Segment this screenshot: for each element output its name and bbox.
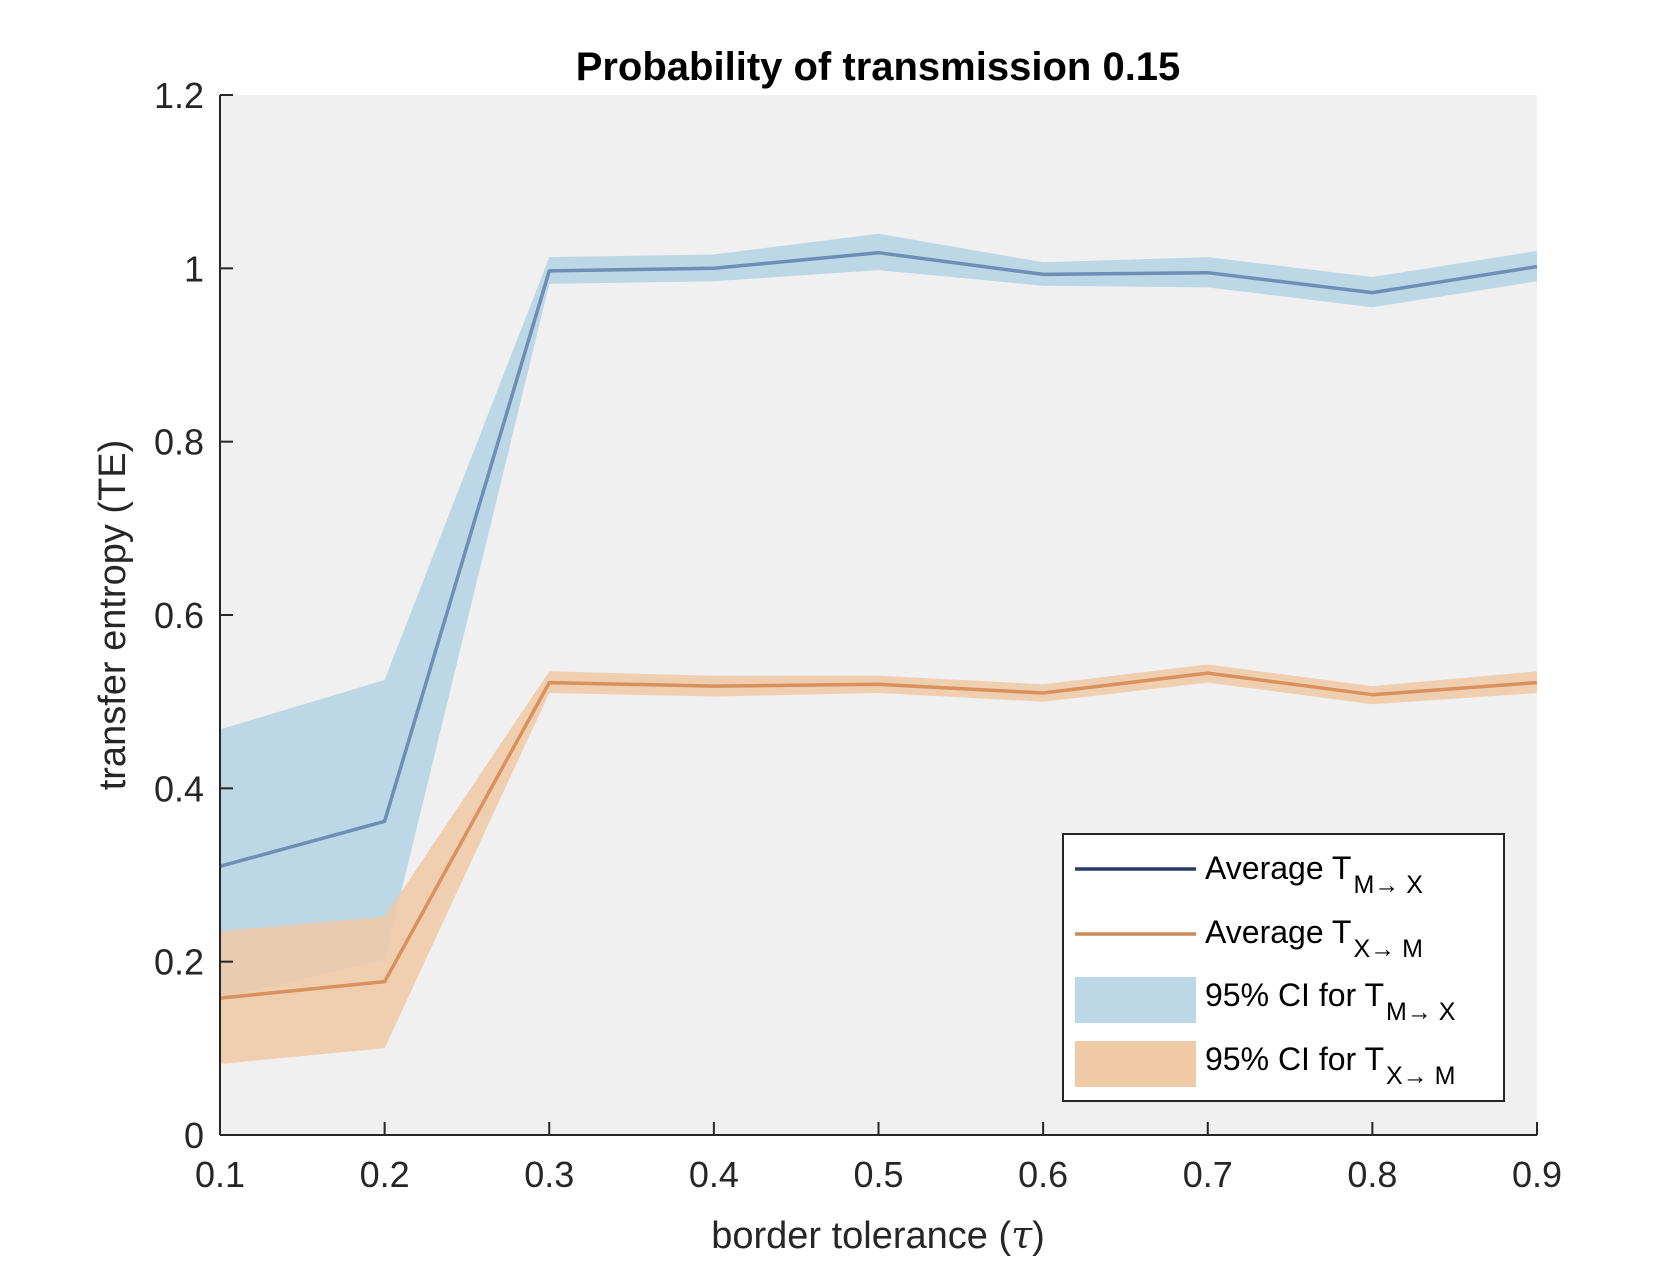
x-tick-label: 0.9: [1512, 1154, 1562, 1195]
legend-label-ci-x-to-m: 95% CI for TX→ M: [1205, 1041, 1455, 1090]
x-tick-label: 0.7: [1183, 1154, 1233, 1195]
legend: Average TM→ X Average TX→ M 95% CI for T…: [1062, 833, 1505, 1102]
y-tick-label: 0.2: [154, 942, 204, 983]
y-tick-label: 0: [184, 1115, 204, 1156]
tick-labels: 0.1 0.2 0.3 0.4 0.5 0.6 0.7 0.8 0.9 0 0.2 0.4 0.6 0.8…: [154, 75, 1562, 1195]
legend-label-average-m-to-x: Average TM→ X: [1205, 850, 1423, 899]
legend-swatch-ci-m-to-x: [1075, 977, 1196, 1023]
legend-swatch-ci-x-to-m: [1075, 1041, 1196, 1087]
confidence-bands: [220, 233, 1537, 1064]
series-lines: [219, 250, 1538, 1000]
x-tick-label: 0.6: [1018, 1154, 1068, 1195]
y-tick-label: 1.2: [154, 75, 204, 116]
series-line-x-to-m: [219, 671, 1538, 1000]
x-tick-label: 0.5: [853, 1154, 903, 1195]
y-tick-label: 0.4: [154, 768, 204, 809]
y-tick-label: 0.6: [154, 595, 204, 636]
legend-label-ci-m-to-x: 95% CI for TM→ X: [1205, 977, 1456, 1026]
y-tick-label: 1: [184, 248, 204, 289]
x-tick-label: 0.1: [195, 1154, 245, 1195]
x-axis-label: border tolerance (τ): [711, 1213, 1045, 1257]
ci-band-x-to-m: [220, 664, 1537, 1064]
y-axis-label: transfer entropy (TE): [92, 440, 134, 791]
x-tick-label: 0.3: [524, 1154, 574, 1195]
x-tick-label: 0.2: [360, 1154, 410, 1195]
series-line-m-to-x: [219, 250, 1538, 868]
legend-label-average-x-to-m: Average TX→ M: [1205, 914, 1423, 963]
x-tick-label: 0.4: [689, 1154, 739, 1195]
x-tick-label: 0.8: [1347, 1154, 1397, 1195]
y-tick-label: 0.8: [154, 422, 204, 463]
axes: [219, 94, 1538, 1136]
chart-title: Probability of transmission 0.15: [576, 45, 1181, 89]
